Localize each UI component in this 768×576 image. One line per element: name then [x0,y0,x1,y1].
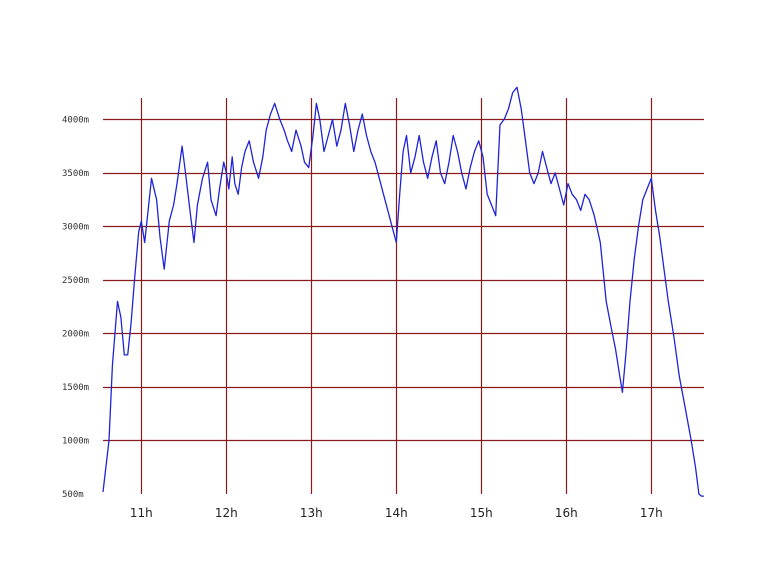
x-tick-label: 17h [640,506,663,520]
y-axis-tick-labels: 500m 1000m 1500m 2000m 2500m 3000m 3500m 4000m [62,115,89,500]
y-tick-label: 2000m [62,329,89,339]
y-tick-label: 3000m [62,222,89,232]
y-tick-label: 1500m [62,383,89,393]
y-tick-label: 3500m [62,169,89,179]
x-tick-label: 16h [555,506,578,520]
y-tick-label: 4000m [62,115,89,125]
x-tick-label: 13h [300,506,323,520]
x-axis-tick-labels: 11h 12h 13h 14h 15h 16h 17h [130,506,663,520]
x-tick-label: 11h [130,506,153,520]
y-tick-label: 2500m [62,276,89,286]
x-tick-label: 15h [470,506,493,520]
y-tick-label: 500m [62,490,84,500]
elevation-series-line [102,86,704,497]
x-tick-label: 12h [215,506,238,520]
grid-lines [103,98,704,494]
y-tick-label: 1000m [62,436,89,446]
x-tick-label: 14h [385,506,408,520]
series-layer [102,86,704,497]
